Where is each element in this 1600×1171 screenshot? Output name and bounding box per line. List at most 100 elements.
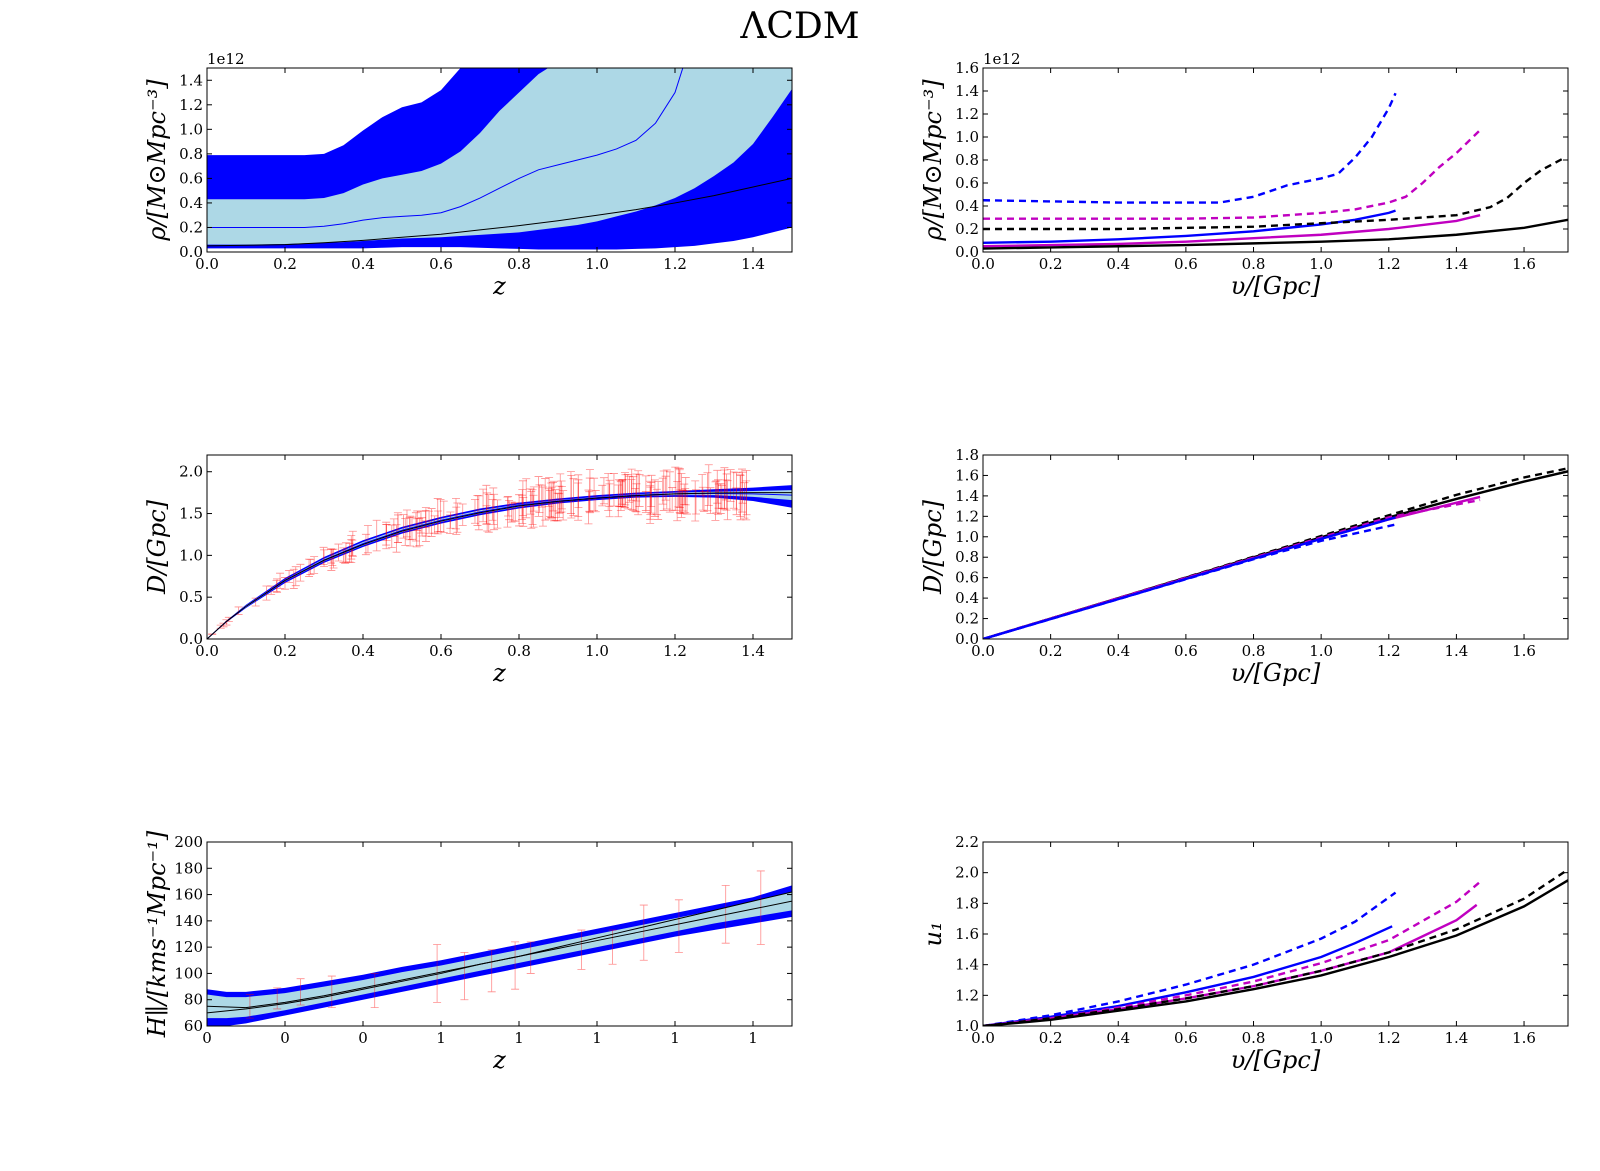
error-bar [556, 473, 565, 513]
error-bar [605, 479, 614, 518]
x-tick-label: 0.0 [971, 255, 995, 273]
offset-text: 1e12 [983, 50, 1021, 68]
error-bar [585, 469, 594, 514]
error-bar [276, 572, 285, 590]
error-bar [729, 471, 738, 509]
x-axis-label: υ/[Gpc] [1231, 272, 1321, 300]
error-bar [627, 479, 636, 501]
error-bar [650, 479, 659, 517]
error-bar [339, 547, 348, 563]
series-line-median [207, 492, 792, 639]
y-tick-label: 1.2 [955, 986, 979, 1004]
error-bar [361, 533, 370, 556]
error-bar [634, 470, 643, 516]
error-bar [661, 475, 670, 501]
series-line-2 [983, 880, 1481, 1026]
error-bar [716, 483, 725, 514]
axes-frame [982, 841, 1569, 1027]
error-bar [439, 500, 448, 533]
x-tick-label: 1.0 [1309, 642, 1333, 660]
x-tick-label: 0.6 [429, 642, 453, 660]
error-bar [646, 485, 655, 520]
axes-frame [206, 454, 793, 640]
error-bar [545, 489, 554, 517]
error-bar [658, 477, 667, 505]
error-bar [327, 548, 336, 571]
error-bar [370, 973, 379, 1008]
y-axis-label: u₁ [919, 921, 947, 946]
error-bar [722, 473, 731, 511]
error-bar [632, 483, 641, 513]
error-bar [382, 524, 391, 542]
error-bar [490, 493, 499, 531]
series-line-4 [983, 868, 1568, 1026]
error-bar [458, 503, 467, 526]
y-tick-label: 2.2 [955, 833, 979, 851]
x-tick-label: 1.6 [1512, 255, 1536, 273]
y-tick-label: 60 [184, 1017, 203, 1035]
band-inner [207, 891, 792, 1019]
error-bar [551, 489, 560, 521]
y-tick-label: 1.0 [179, 546, 203, 564]
error-bar [574, 474, 583, 518]
y-tick-label: 0.0 [179, 243, 203, 261]
error-bar [668, 487, 677, 511]
error-bar [393, 512, 402, 543]
error-bar [680, 483, 689, 505]
y-tick-label: 0.6 [955, 174, 979, 192]
error-bar [698, 474, 707, 496]
chart-rho_z: 0.0 0.2 0.4 0.6 0.8 1.0 1.2 1.4 0.0 0.2 0.4 0.6 0.8 1… [143, 50, 793, 300]
error-bar [683, 490, 692, 515]
error-bar [714, 483, 723, 509]
y-tick-label: 1.2 [955, 507, 979, 525]
y-tick-label: 0.0 [955, 630, 979, 648]
error-bar [406, 515, 415, 547]
error-bar [418, 517, 427, 537]
error-bar [713, 469, 722, 504]
series-line-truth [207, 891, 792, 1014]
error-bar [631, 487, 640, 512]
error-bar [706, 487, 715, 514]
error-bar [515, 494, 524, 527]
y-tick-label: 2.0 [955, 864, 979, 882]
error-bar [675, 469, 684, 513]
error-bar [740, 482, 749, 519]
y-tick-label: 0.2 [955, 220, 979, 238]
error-bar [635, 474, 644, 507]
series-line-0 [983, 92, 1397, 204]
x-tick-label: 0.2 [273, 255, 297, 273]
y-tick-label: 0.8 [955, 151, 979, 169]
error-bar [646, 486, 655, 515]
y-tick-label: 160 [174, 886, 203, 904]
x-tick-label: 1 [670, 1029, 680, 1047]
x-tick-label: 0.4 [351, 255, 375, 273]
error-bar [401, 518, 410, 546]
error-bar [430, 515, 439, 534]
y-tick-label: 200 [174, 833, 203, 851]
y-tick-label: 100 [174, 964, 203, 982]
axes-frame [206, 67, 793, 253]
error-bar [433, 498, 442, 535]
x-tick-label: 1 [592, 1029, 602, 1047]
axes-frame [982, 454, 1569, 640]
error-bar [527, 491, 536, 529]
error-bar [291, 566, 300, 587]
error-bar [535, 484, 544, 514]
series-line-2 [983, 129, 1481, 220]
error-bar [557, 480, 566, 513]
error-bar [591, 490, 600, 513]
x-tick-label: 0.6 [1174, 642, 1198, 660]
error-bar [526, 941, 535, 974]
error-bars [208, 464, 751, 635]
x-tick-label: 1.2 [1377, 1029, 1401, 1047]
x-tick-label: 0.8 [1242, 255, 1266, 273]
error-bar [529, 486, 538, 512]
error-bar [489, 487, 498, 525]
x-tick-label: 0.8 [507, 255, 531, 273]
error-bar [511, 941, 520, 990]
error-bar [614, 479, 623, 507]
error-bar [482, 484, 491, 525]
chart-rho_v: 0.0 0.2 0.4 0.6 0.8 1.0 1.2 1.4 1.6 0.0 0.2 0.4 0.6 0… [919, 50, 1569, 300]
error-bar [329, 548, 338, 569]
y-axis-label: D/[Gpc] [919, 499, 947, 595]
